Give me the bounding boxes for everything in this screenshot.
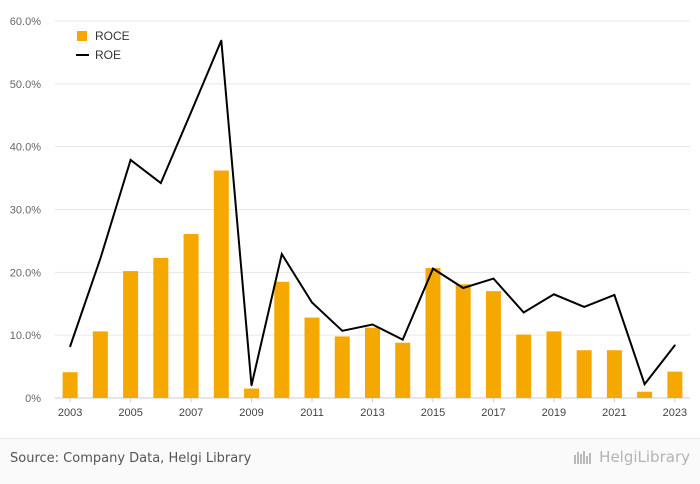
bar-roce bbox=[213, 170, 229, 398]
point-roe bbox=[341, 329, 344, 332]
chart: 0% 10.0% 20.0% 30.0% 40.0% 50.0% 60.0% 2003 2005… bbox=[10, 16, 690, 419]
bar-roce bbox=[667, 371, 683, 398]
x-tick-label: 2007 bbox=[179, 407, 203, 419]
bar-roce bbox=[546, 331, 562, 398]
x-tick-label: 2017 bbox=[481, 407, 505, 419]
point-roe bbox=[160, 182, 162, 184]
point-roe bbox=[522, 311, 525, 314]
bar-roce bbox=[576, 350, 592, 398]
bar-roce bbox=[62, 372, 78, 398]
bar-roce bbox=[304, 317, 320, 398]
bar-roce bbox=[183, 234, 199, 398]
y-tick-label: 0% bbox=[25, 393, 41, 405]
bar-roce bbox=[485, 291, 501, 398]
x-tick-label: 2019 bbox=[542, 407, 566, 419]
bar-roce bbox=[274, 281, 290, 398]
point-roe bbox=[462, 287, 465, 289]
brand-name: HelgiLibrary bbox=[599, 448, 690, 466]
y-tick-label: 50.0% bbox=[10, 79, 41, 91]
x-tick-label: 2021 bbox=[602, 407, 626, 419]
bar-roce bbox=[606, 350, 622, 398]
bar-roce bbox=[365, 327, 380, 398]
point-roe bbox=[492, 277, 495, 280]
point-roe bbox=[190, 111, 192, 113]
point-roe bbox=[129, 159, 132, 161]
x-tick-label: 2005 bbox=[118, 407, 142, 419]
source-note: Source: Company Data, Helgi Library bbox=[10, 451, 252, 466]
x-tick-label: 2009 bbox=[239, 407, 263, 419]
y-tick-label: 60.0% bbox=[10, 16, 41, 28]
bar-roce bbox=[153, 257, 169, 398]
bar-roce bbox=[123, 271, 139, 398]
bar-roce bbox=[334, 336, 350, 398]
x-tick-label: 2003 bbox=[58, 407, 82, 419]
x-tick-label: 2015 bbox=[421, 407, 445, 419]
legend-label-roce: ROCE bbox=[95, 29, 130, 43]
bar-roce bbox=[395, 342, 411, 398]
point-roe bbox=[311, 301, 313, 304]
x-tick-label: 2011 bbox=[300, 407, 324, 419]
point-roe bbox=[613, 294, 616, 296]
x-tick-label: 2013 bbox=[360, 407, 384, 419]
bar-roce bbox=[425, 267, 441, 398]
point-roe bbox=[99, 257, 102, 260]
point-roe bbox=[371, 323, 374, 326]
library-icon bbox=[574, 451, 592, 464]
point-roe bbox=[583, 306, 585, 308]
bar-roce bbox=[516, 334, 532, 398]
legend-label-roe: ROE bbox=[95, 48, 121, 62]
bar-roce bbox=[455, 284, 471, 398]
bar-roce bbox=[637, 391, 653, 398]
point-roe bbox=[220, 39, 223, 42]
point-roe bbox=[643, 383, 646, 385]
y-tick-label: 20.0% bbox=[10, 267, 41, 279]
point-roe bbox=[401, 338, 404, 341]
brand-logo: HelgiLibrary bbox=[573, 448, 690, 466]
point-roe bbox=[250, 384, 253, 387]
footer: Source: Company Data, Helgi Library Helg… bbox=[0, 438, 700, 484]
legend-swatch-roce bbox=[77, 31, 87, 41]
y-tick-label: 30.0% bbox=[10, 205, 41, 217]
point-roe bbox=[280, 253, 283, 255]
point-roe bbox=[432, 267, 434, 270]
bar-roce bbox=[244, 388, 260, 398]
y-tick-label: 40.0% bbox=[10, 142, 41, 154]
point-roe bbox=[674, 344, 676, 347]
x-tick-label: 2023 bbox=[663, 407, 687, 419]
bar-roce bbox=[92, 331, 108, 398]
point-roe bbox=[553, 293, 555, 296]
point-roe bbox=[69, 345, 71, 348]
y-tick-label: 10.0% bbox=[10, 330, 41, 342]
